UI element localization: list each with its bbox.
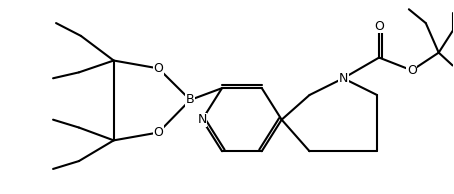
Text: O: O — [407, 64, 417, 77]
Text: O: O — [374, 20, 384, 33]
Text: N: N — [197, 113, 207, 126]
Text: O: O — [153, 126, 163, 139]
Text: B: B — [186, 94, 194, 107]
Text: O: O — [153, 62, 163, 75]
Text: N: N — [339, 72, 348, 85]
